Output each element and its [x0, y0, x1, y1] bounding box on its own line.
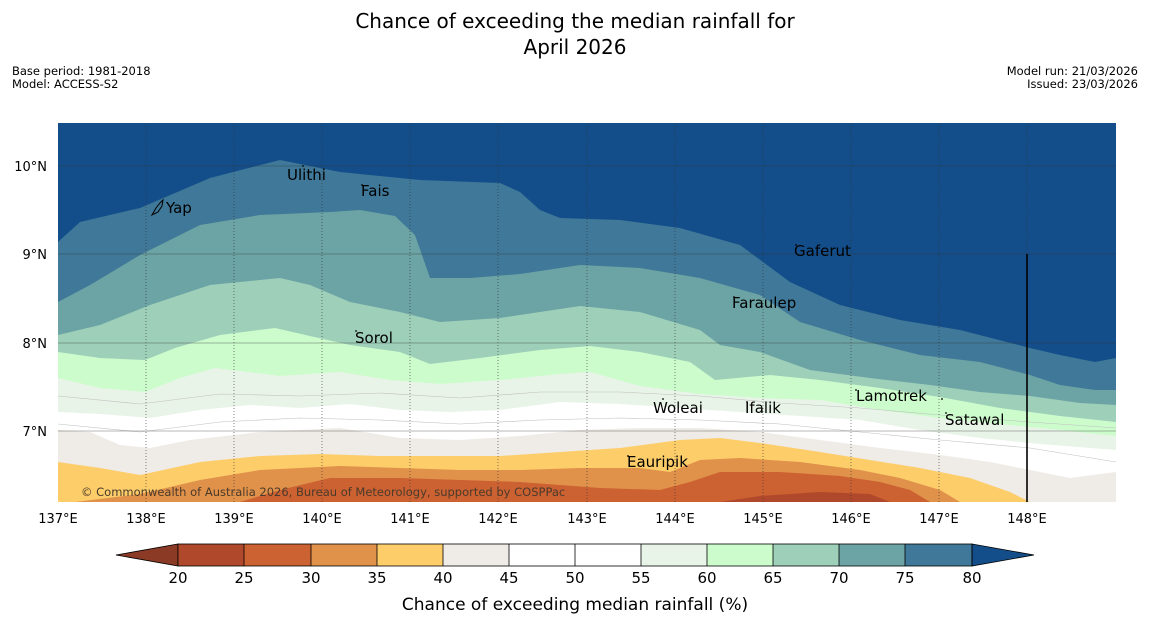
base-period-text: Base period: 1981-2018 — [12, 64, 151, 78]
place-label-sorol: Sorol — [355, 329, 393, 347]
yap-island-shape — [150, 198, 164, 217]
colorbar-segment — [377, 544, 443, 566]
map-title: Chance of exceeding the median rainfall … — [0, 8, 1150, 60]
lon-axis: 137°E 138°E 139°E 140°E 141°E 142°E 143°… — [38, 512, 1047, 527]
colorbar-tick: 20 — [168, 569, 187, 587]
lat-label: 7°N — [23, 425, 48, 440]
colorbar-segment — [178, 544, 244, 566]
colorbar-tick: 65 — [763, 569, 782, 587]
place-label-fais: Fais — [361, 182, 390, 200]
lon-label: 139°E — [214, 512, 254, 527]
lon-label: 138°E — [126, 512, 166, 527]
band-25-30 — [240, 472, 930, 502]
colorbar-segment — [707, 544, 773, 566]
colorbar-tick: 40 — [433, 569, 452, 587]
place-label-ulithi: Ulithi — [287, 166, 326, 184]
issued-text: Issued: 23/03/2026 — [1027, 77, 1138, 91]
island-dots — [302, 165, 947, 457]
colorbar-segment — [311, 544, 377, 566]
place-label-satawal: Satawal — [945, 411, 1004, 429]
colorbar-segment — [509, 544, 575, 566]
place-label-lamotrek: Lamotrek — [856, 387, 927, 405]
lat-axis: 10°N 9°N 8°N 7°N — [14, 160, 47, 440]
place-label-ifalik: Ifalik — [745, 399, 781, 417]
colorbar-tick: 60 — [697, 569, 716, 587]
lon-label: 148°E — [1007, 512, 1047, 527]
lon-label: 137°E — [38, 512, 78, 527]
lon-label: 140°E — [302, 512, 342, 527]
place-label-woleai: Woleai — [653, 399, 703, 417]
lat-label: 10°N — [14, 160, 47, 175]
colorbar-tick: 50 — [565, 569, 584, 587]
colorbar-segment — [773, 544, 839, 566]
colorbar-extend-high — [971, 543, 1035, 567]
place-label-yap: Yap — [165, 199, 192, 217]
rainfall-map: Yap Ulithi Fais Gaferut Faraulep Sorol L… — [58, 123, 1116, 502]
metadata-right: Model run: 21/03/2026 Issued: 23/03/2026 — [1007, 65, 1138, 91]
metadata-left: Base period: 1981-2018 Model: ACCESS-S2 — [12, 65, 151, 91]
model-text: Model: ACCESS-S2 — [12, 77, 119, 91]
place-label-gaferut: Gaferut — [794, 242, 851, 260]
colorbar-tick: 30 — [301, 569, 320, 587]
contour-line — [58, 391, 1116, 429]
colorbar: 20 25 30 35 40 45 50 55 60 65 70 75 80 C… — [115, 543, 1035, 615]
model-run-text: Model run: 21/03/2026 — [1006, 64, 1138, 78]
colorbar-segment — [839, 544, 905, 566]
lon-label: 143°E — [567, 512, 607, 527]
colorbar-segment — [575, 544, 641, 566]
lon-label: 142°E — [478, 512, 518, 527]
title-line-1: Chance of exceeding the median rainfall … — [355, 9, 795, 33]
lon-label: 147°E — [919, 512, 959, 527]
colorbar-tick: 75 — [895, 569, 914, 587]
colorbar-tick: 45 — [499, 569, 518, 587]
lon-label: 145°E — [743, 512, 783, 527]
colorbar-tick: 55 — [631, 569, 650, 587]
place-label-eauripik: Eauripik — [627, 453, 688, 471]
band-20-25 — [720, 492, 890, 502]
colorbar-tick: 80 — [962, 569, 981, 587]
colorbar-title: Chance of exceeding median rainfall (%) — [402, 595, 748, 615]
lat-label: 9°N — [23, 248, 48, 263]
copyright-text: © Commonwealth of Australia 2026, Bureau… — [81, 485, 565, 499]
lat-label: 8°N — [23, 337, 48, 352]
colorbar-dividers — [243, 544, 906, 566]
contour-line — [58, 417, 1116, 463]
colorbar-tick: 25 — [234, 569, 253, 587]
colorbar-tick: 35 — [367, 569, 386, 587]
colorbar-tick: 70 — [829, 569, 848, 587]
colorbar-segment — [443, 544, 509, 566]
colorbar-segment — [641, 544, 707, 566]
colorbar-segment — [905, 544, 972, 566]
colorbar-extend-low — [115, 543, 179, 567]
colorbar-segment — [244, 544, 311, 566]
lat-gridlines — [58, 165, 1116, 432]
lon-label: 146°E — [831, 512, 871, 527]
place-label-faraulep: Faraulep — [732, 294, 796, 312]
title-line-2: April 2026 — [523, 35, 627, 59]
lon-label: 144°E — [655, 512, 695, 527]
lon-label: 141°E — [390, 512, 430, 527]
